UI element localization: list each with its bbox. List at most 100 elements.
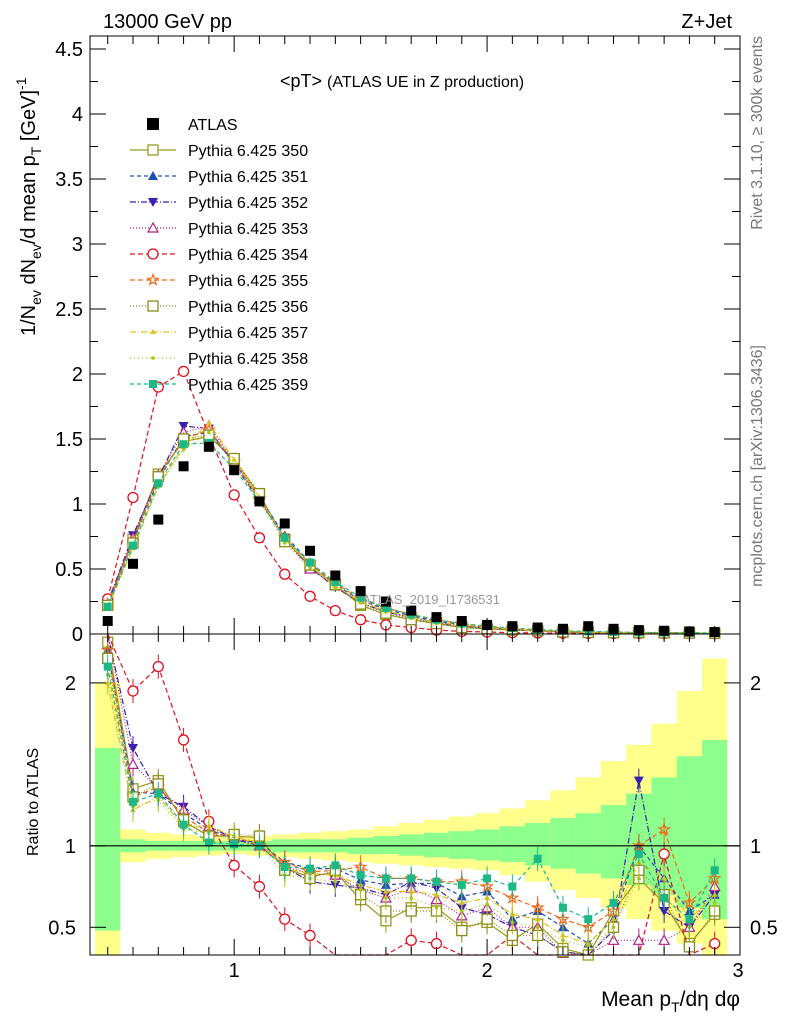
data-point [127,558,138,569]
legend-label: Pythia 6.425 350 [188,143,308,160]
marker [127,491,139,504]
band-green [423,832,450,858]
marker [434,905,439,910]
header-right: Z+Jet [681,11,732,33]
marker [103,662,112,671]
data-point [431,612,442,623]
marker [306,864,315,873]
ratio-series-10 [103,654,719,932]
data-point [153,514,164,525]
marker [127,685,139,697]
marker [149,380,157,388]
marker [152,660,164,673]
y-tick-label: 2.5 [55,299,83,321]
marker [280,863,289,872]
band-green [474,829,500,861]
marker [306,558,315,567]
band-green [373,836,399,854]
marker [356,871,365,880]
marker [228,859,240,872]
marker [128,797,137,806]
marker [280,533,289,542]
marker [381,874,390,883]
marker [205,420,212,426]
marker [384,896,388,900]
y-tick-label: 0 [72,624,83,646]
marker [637,876,641,881]
data-point [330,570,341,581]
y-tick-label: 1 [72,494,83,516]
ratio-y-tick-label-right: 1 [750,836,761,858]
watermark: ATLAS_2019_I1736531 [362,592,500,607]
legend-label: Pythia 6.425 359 [188,377,308,394]
marker [177,734,190,746]
marker [485,902,489,907]
marker [356,593,365,602]
marker [304,590,316,602]
marker [658,848,670,860]
data-point [406,605,417,616]
ratio-y-tick-label: 0.5 [48,917,76,939]
marker [151,356,155,360]
legend-label: Pythia 6.425 355 [188,273,308,290]
legend-item: Pythia 6.425 353 [130,221,308,238]
marker [658,934,671,945]
marker [584,915,593,924]
band-green [95,748,121,931]
data-point [102,616,113,626]
y-tick-label: 1.5 [55,429,83,451]
legend-item: Pythia 6.425 359 [130,377,308,394]
marker [358,601,363,605]
marker [147,144,159,156]
legend-item: Pythia 6.425 356 [130,299,308,316]
marker [228,489,240,501]
marker [535,925,540,930]
marker [586,945,591,949]
marker [147,248,159,260]
marker [457,880,466,889]
legend-label: Pythia 6.425 354 [188,247,308,264]
marker [661,875,668,881]
legend-label: Pythia 6.425 358 [188,351,308,368]
data-point [254,496,265,507]
data-point [305,545,316,556]
legend-label: Pythia 6.425 352 [188,195,308,212]
marker [533,854,542,863]
ratio-plot-frame [89,633,741,956]
marker [146,221,160,233]
marker [253,880,266,893]
data-point [380,596,391,607]
marker [685,915,694,924]
legend-label: Pythia 6.425 356 [188,299,308,316]
header-left: 13000 GeV pp [103,11,232,33]
band-green [676,756,703,908]
marker [659,907,670,917]
ratio-y-label: Ratio to ATLAS [25,748,42,856]
legend-item: Pythia 6.425 354 [130,247,308,264]
y-axis-label: 1/Nev dNev/d mean pT [GeV]-1 [13,77,44,336]
marker [279,913,291,925]
marker [279,568,291,580]
ratio-y-tick-label-right: 2 [750,673,761,695]
marker [611,925,616,930]
band-green [449,831,475,859]
marker [634,849,643,858]
marker [181,447,186,452]
legend: ATLAS Pythia 6.425 350 Pythia 6.425 351 Pyt… [130,117,308,394]
marker [154,789,163,798]
marker [712,901,717,905]
marker [333,879,338,884]
marker [329,604,341,617]
marker [505,890,520,904]
plot-title-main: <pT> [280,71,322,91]
x-axis-label: Mean pT/dη dφ [601,988,740,1015]
legend-item: ATLAS [147,117,238,134]
marker [126,758,140,769]
y-tick-label: 0.5 [55,559,83,581]
marker [282,541,287,545]
legend-label: Pythia 6.425 351 [188,169,308,186]
legend-item: Pythia 6.425 350 [130,143,308,160]
legend-marker [147,118,159,130]
band-green [398,834,424,856]
legend-item: Pythia 6.425 358 [130,351,308,368]
